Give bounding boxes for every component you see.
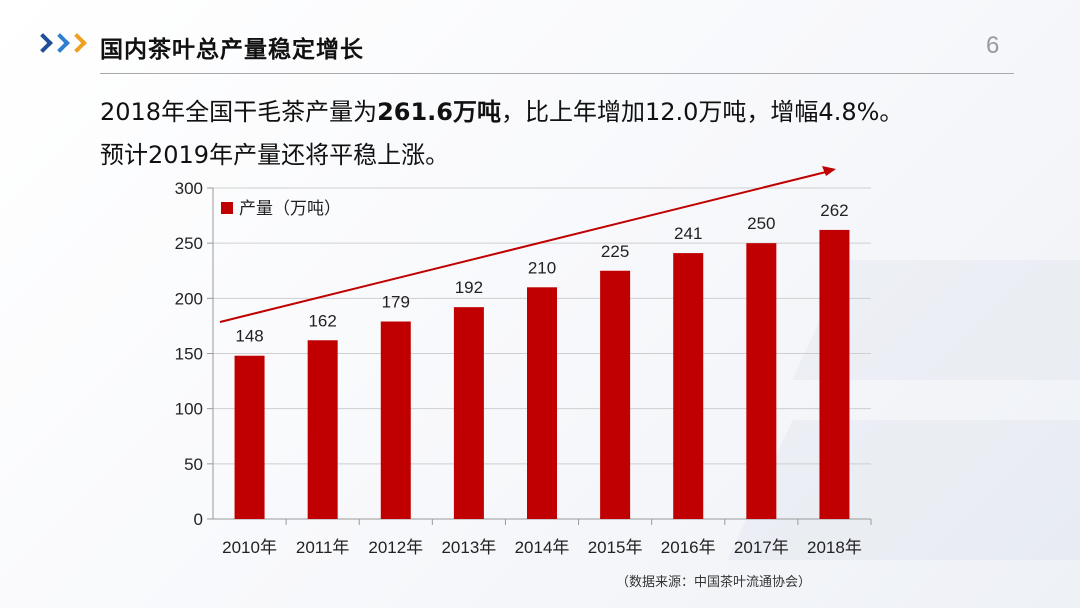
trend-arrow-head bbox=[822, 166, 836, 176]
source-note: （数据来源：中国茶叶流通协会） bbox=[616, 575, 812, 590]
x-tick-label: 2011年 bbox=[296, 538, 350, 557]
legend-label: 产量（万吨） bbox=[239, 199, 341, 219]
slide-header: 国内茶叶总产量稳定增长 6 bbox=[0, 0, 1080, 80]
bar bbox=[746, 243, 777, 519]
y-tick-label: 50 bbox=[184, 455, 203, 474]
legend-swatch bbox=[221, 202, 233, 214]
bar bbox=[380, 321, 411, 519]
summary-text: ，比上年增加12.0万吨，增幅4.8%。 bbox=[501, 98, 904, 126]
summary-text: 2018年全国干毛茶产量为 bbox=[100, 98, 378, 126]
x-tick-label: 2014年 bbox=[515, 538, 570, 557]
data-label: 262 bbox=[820, 201, 848, 220]
data-label: 210 bbox=[528, 258, 556, 277]
bar bbox=[307, 340, 338, 519]
summary-highlight: 261.6万吨 bbox=[377, 98, 501, 126]
data-label: 148 bbox=[235, 327, 263, 346]
bar bbox=[819, 229, 850, 519]
page-number: 6 bbox=[986, 32, 1000, 59]
x-tick-label: 2010年 bbox=[222, 538, 277, 557]
x-tick-label: 2016年 bbox=[661, 538, 716, 557]
bar bbox=[453, 307, 484, 519]
bar bbox=[673, 253, 704, 519]
y-tick-label: 200 bbox=[175, 289, 203, 308]
y-tick-label: 100 bbox=[175, 400, 203, 419]
y-tick-label: 0 bbox=[194, 510, 203, 529]
data-label: 179 bbox=[382, 293, 410, 312]
bar bbox=[600, 270, 631, 519]
slide-title: 国内茶叶总产量稳定增长 bbox=[100, 37, 364, 63]
bar bbox=[527, 287, 557, 519]
header-divider bbox=[100, 73, 1014, 74]
trend-arrow-line bbox=[219, 171, 827, 323]
data-label: 162 bbox=[308, 311, 336, 330]
summary-line-2: 预计2019年产量还将平稳上涨。 bbox=[100, 141, 450, 169]
bar bbox=[234, 355, 265, 519]
x-tick-label: 2015年 bbox=[588, 538, 643, 557]
x-tick-label: 2013年 bbox=[441, 538, 496, 557]
x-tick-label: 2012年 bbox=[368, 538, 423, 557]
y-tick-label: 250 bbox=[175, 234, 203, 253]
data-label: 241 bbox=[674, 224, 702, 243]
data-label: 250 bbox=[747, 214, 775, 233]
summary-line-1: 2018年全国干毛茶产量为261.6万吨，比上年增加12.0万吨，增幅4.8%。 bbox=[100, 92, 903, 127]
x-tick-label: 2018年 bbox=[807, 538, 862, 557]
x-tick-label: 2017年 bbox=[734, 538, 789, 557]
y-tick-label: 150 bbox=[175, 345, 203, 364]
data-label: 192 bbox=[455, 278, 483, 297]
y-tick-label: 300 bbox=[175, 179, 203, 198]
data-label: 225 bbox=[601, 242, 629, 261]
